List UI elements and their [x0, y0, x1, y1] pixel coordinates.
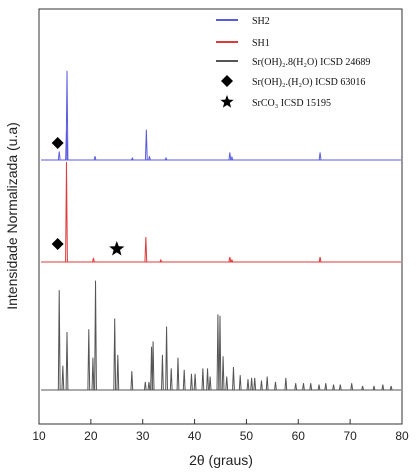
- series-peak: [253, 377, 257, 391]
- x-axis: 10 20 30 40 50 60 70 80: [32, 419, 409, 443]
- x-tick-label: 30: [136, 429, 150, 443]
- series-peak: [294, 383, 298, 391]
- series-peak: [228, 152, 232, 161]
- series-peak: [389, 385, 393, 391]
- series-layer: [41, 70, 401, 391]
- legend-item-sr-oh-h-o-icsd-63016: Sr(OH)₂.(H₂O) ICSD 63016: [221, 75, 365, 88]
- series-peak: [309, 383, 313, 391]
- series-peak: [216, 314, 220, 391]
- series-peak: [318, 152, 322, 161]
- marker-layer: [51, 137, 125, 256]
- series-peak: [228, 256, 232, 263]
- series-peak: [61, 365, 65, 391]
- series-peak: [221, 356, 225, 391]
- series-peak: [116, 354, 120, 391]
- series-peak: [218, 315, 222, 391]
- diamond-marker: [221, 75, 233, 87]
- series-peak: [225, 376, 229, 391]
- series-peak: [57, 151, 61, 161]
- series-peak: [93, 156, 97, 161]
- series-peak: [381, 384, 385, 391]
- series-peak: [87, 329, 91, 391]
- series-peak: [372, 385, 376, 391]
- series-peak: [176, 357, 180, 391]
- series-peak: [182, 369, 186, 391]
- series-peak: [246, 379, 250, 391]
- series-peak: [147, 381, 151, 391]
- series-peak: [332, 384, 335, 391]
- diamond-marker: [51, 238, 64, 250]
- legend: SH2 SH1 Sr(OH)₂.8(H₂O) ICSD 24689 Sr(OH)₂.(…: [216, 16, 370, 109]
- x-tick-label: 40: [188, 429, 202, 443]
- x-tick-label: 10: [32, 429, 46, 443]
- series-peak: [130, 156, 134, 161]
- series-peak: [350, 383, 354, 391]
- legend-item-sh2: SH2: [216, 16, 270, 27]
- x-tick-label: 60: [292, 429, 306, 443]
- series-peak: [250, 377, 254, 391]
- series-peak: [208, 376, 212, 391]
- series-peak: [164, 156, 168, 161]
- series-peak: [190, 373, 193, 391]
- legend-label: SrCO₃ ICSD 15195: [252, 98, 331, 109]
- x-tick-label: 70: [343, 429, 357, 443]
- y-axis-title: Intensidade Normalizada (u.a): [4, 122, 20, 310]
- series-peak: [324, 383, 328, 391]
- series-peak: [144, 129, 148, 161]
- series-sh2: [41, 70, 401, 161]
- series-peak: [148, 156, 151, 161]
- series-peak: [144, 236, 148, 263]
- series-peak: [361, 385, 364, 391]
- legend-star-icon: [220, 95, 234, 108]
- legend-label: SH2: [252, 16, 270, 27]
- x-tick-label: 50: [240, 429, 254, 443]
- x-axis-title: 2θ (graus): [189, 452, 253, 468]
- series-peak: [232, 367, 235, 391]
- series-sh1: [41, 161, 401, 263]
- series-peak: [65, 161, 68, 263]
- legend-item-sr-oh-8-h-o-icsd-24689: Sr(OH)₂.8(H₂O) ICSD 24689: [216, 57, 370, 68]
- series-peak: [92, 257, 95, 263]
- series-peak: [284, 377, 288, 391]
- plot-frame: [38, 8, 403, 425]
- series-peak: [193, 373, 197, 391]
- series-peak: [274, 381, 277, 391]
- series-peak: [159, 258, 163, 263]
- series-peak: [91, 357, 95, 391]
- series-peak: [65, 331, 69, 391]
- diamond-marker: [51, 137, 64, 149]
- series-peak: [317, 384, 321, 391]
- x-tick-label: 20: [84, 429, 98, 443]
- series-peak: [165, 326, 168, 391]
- series-peak: [230, 258, 234, 263]
- star-marker: [109, 241, 125, 256]
- legend-item-srco-icsd-15195: SrCO₃ ICSD 15195: [220, 95, 331, 109]
- legend-item-sh1: SH1: [216, 38, 270, 49]
- series-peak: [238, 375, 242, 391]
- series-peak: [302, 383, 305, 391]
- legend-label: Sr(OH)₂.8(H₂O) ICSD 24689: [252, 57, 370, 68]
- series-peak: [265, 376, 269, 391]
- series-peak: [206, 368, 209, 391]
- series-peak: [94, 280, 97, 391]
- series-peak: [143, 381, 147, 391]
- series-peak: [65, 70, 69, 161]
- series-peak: [169, 368, 173, 391]
- series-peak: [318, 256, 322, 263]
- series-peak: [130, 371, 134, 391]
- series-peak: [230, 155, 234, 161]
- series-peak: [201, 368, 205, 391]
- series-peak: [151, 341, 155, 391]
- series-peak: [260, 380, 263, 391]
- series-peak: [161, 354, 164, 391]
- legend-label: Sr(OH)₂.(H₂O) ICSD 63016: [252, 77, 365, 88]
- series-peak: [57, 290, 61, 391]
- series-peak: [338, 384, 342, 391]
- legend-label: SH1: [252, 38, 270, 49]
- series-sr-oh-8-h-o-icsd-24689: [41, 280, 401, 391]
- x-tick-label: 80: [395, 429, 409, 443]
- series-peak: [113, 318, 117, 391]
